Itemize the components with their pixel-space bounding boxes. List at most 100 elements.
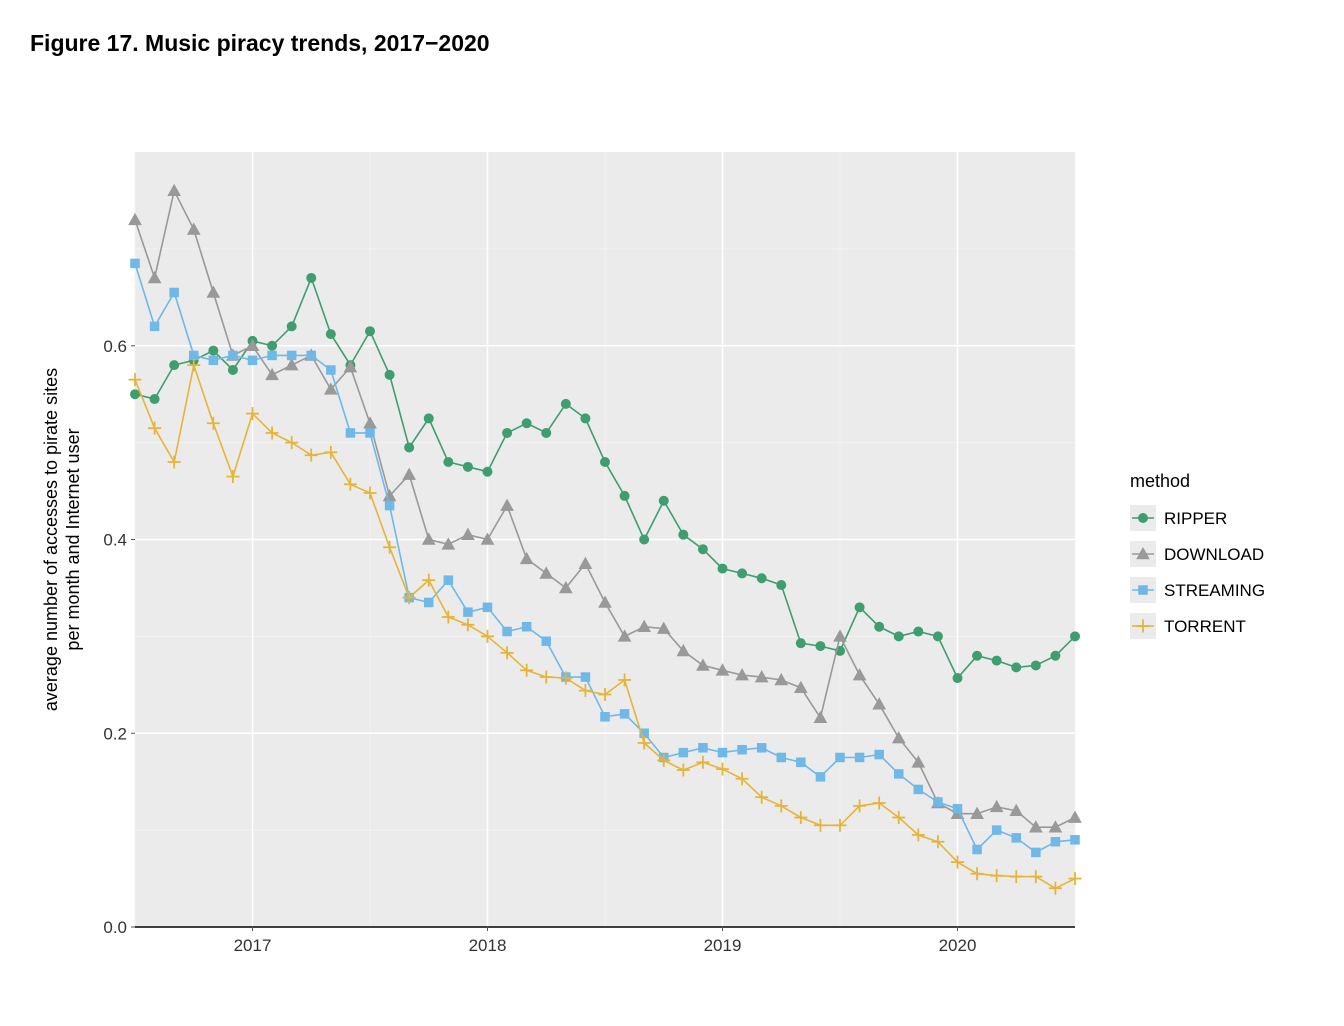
marker-square xyxy=(1051,838,1060,847)
marker-square xyxy=(718,748,727,757)
marker-square xyxy=(1071,836,1080,845)
marker-square xyxy=(1139,586,1148,595)
marker-square xyxy=(875,750,884,759)
marker-circle xyxy=(914,627,923,636)
marker-square xyxy=(738,745,747,754)
marker-circle xyxy=(738,569,747,578)
marker-square xyxy=(385,501,394,510)
marker-square xyxy=(150,322,159,331)
marker-circle xyxy=(268,341,277,350)
marker-circle xyxy=(777,581,786,590)
marker-square xyxy=(797,758,806,767)
marker-circle xyxy=(640,535,649,544)
marker-circle xyxy=(757,574,766,583)
marker-square xyxy=(307,351,316,360)
marker-circle xyxy=(522,419,531,428)
marker-circle xyxy=(581,414,590,423)
x-tick-label: 2017 xyxy=(234,936,272,955)
marker-circle xyxy=(209,346,218,355)
marker-circle xyxy=(405,443,414,452)
marker-circle xyxy=(992,656,1001,665)
marker-circle xyxy=(855,603,864,612)
marker-circle xyxy=(679,530,688,539)
marker-circle xyxy=(601,458,610,467)
x-tick-label: 2019 xyxy=(704,936,742,955)
marker-circle xyxy=(228,365,237,374)
legend-title: method xyxy=(1130,471,1190,491)
marker-square xyxy=(444,576,453,585)
marker-circle xyxy=(150,395,159,404)
legend-label: DOWNLOAD xyxy=(1164,545,1264,564)
marker-circle xyxy=(170,361,179,370)
y-tick-label: 0.0 xyxy=(103,918,127,937)
marker-square xyxy=(601,713,610,722)
marker-circle xyxy=(503,428,512,437)
legend: method RIPPER DOWNLOAD STREAMING TORRENT xyxy=(1130,471,1265,639)
marker-square xyxy=(620,710,629,719)
marker-square xyxy=(895,770,904,779)
marker-square xyxy=(699,744,708,753)
y-tick-label: 0.4 xyxy=(103,531,127,550)
marker-square xyxy=(190,351,199,360)
legend-item: DOWNLOAD xyxy=(1130,541,1264,567)
marker-square xyxy=(973,845,982,854)
marker-circle xyxy=(698,545,707,554)
marker-circle xyxy=(1071,632,1080,641)
marker-circle xyxy=(444,458,453,467)
marker-square xyxy=(483,603,492,612)
y-axis-label: average number of accesses to pirate sit… xyxy=(41,368,83,711)
marker-square xyxy=(757,744,766,753)
marker-circle xyxy=(620,491,629,500)
x-tick-label: 2020 xyxy=(939,936,977,955)
chart-svg: 0.0 0.2 0.4 0.6 2017 2018 2019 2020 average numb… xyxy=(30,87,1310,987)
marker-square xyxy=(953,805,962,814)
legend-item: STREAMING xyxy=(1130,577,1265,603)
marker-circle xyxy=(424,414,433,423)
marker-square xyxy=(287,351,296,360)
marker-square xyxy=(503,627,512,636)
marker-circle xyxy=(385,370,394,379)
marker-circle xyxy=(561,399,570,408)
marker-square xyxy=(581,673,590,682)
marker-square xyxy=(268,351,277,360)
marker-square xyxy=(816,773,825,782)
y-tick-label: 0.6 xyxy=(103,337,127,356)
marker-square xyxy=(346,429,355,438)
marker-square xyxy=(229,351,238,360)
marker-square xyxy=(522,622,531,631)
chart-container: 0.0 0.2 0.4 0.6 2017 2018 2019 2020 average numb… xyxy=(30,87,1310,987)
marker-square xyxy=(777,753,786,762)
marker-circle xyxy=(307,273,316,282)
marker-square xyxy=(542,637,551,646)
x-tick-label: 2018 xyxy=(469,936,507,955)
marker-square xyxy=(327,366,336,375)
marker-square xyxy=(679,748,688,757)
marker-square xyxy=(366,429,375,438)
marker-circle xyxy=(1031,661,1040,670)
marker-square xyxy=(425,598,434,607)
marker-circle xyxy=(894,632,903,641)
legend-item: RIPPER xyxy=(1130,505,1227,531)
marker-square xyxy=(914,785,923,794)
marker-circle xyxy=(1012,663,1021,672)
legend-label: RIPPER xyxy=(1164,509,1227,528)
legend-label: STREAMING xyxy=(1164,581,1265,600)
marker-circle xyxy=(659,496,668,505)
marker-square xyxy=(934,798,943,807)
marker-square xyxy=(248,356,257,365)
marker-circle xyxy=(953,674,962,683)
marker-circle xyxy=(287,322,296,331)
marker-square xyxy=(992,826,1001,835)
marker-circle xyxy=(718,564,727,573)
marker-circle xyxy=(1051,651,1060,660)
marker-circle xyxy=(131,390,140,399)
figure-title: Figure 17. Music piracy trends, 2017−202… xyxy=(30,30,1314,57)
marker-square xyxy=(855,753,864,762)
legend-item: TORRENT xyxy=(1130,613,1246,639)
legend-label: TORRENT xyxy=(1164,617,1246,636)
y-tick-label: 0.2 xyxy=(103,724,127,743)
marker-circle xyxy=(326,330,335,339)
marker-circle xyxy=(366,327,375,336)
marker-circle xyxy=(483,467,492,476)
marker-circle xyxy=(542,428,551,437)
